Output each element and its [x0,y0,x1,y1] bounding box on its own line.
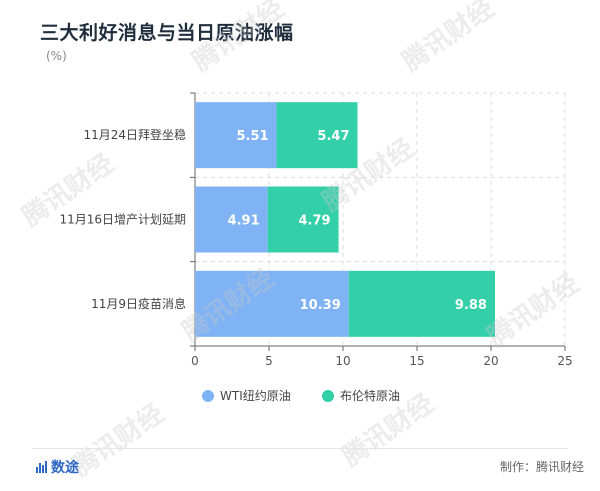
x-tick-label: 0 [191,354,199,368]
bar-segment [276,102,358,169]
x-tick-label: 10 [335,354,350,368]
legend-swatch [322,390,334,402]
y-category-label: 11月16日增产计划延期 [59,213,186,227]
bar-segment [267,186,339,253]
footer-logo: 数途 [36,457,79,477]
bar-segment [195,102,277,169]
footer-logo-text: 数途 [51,460,79,476]
bar-value-label: 10.39 [300,298,341,313]
unit-label: (%) [46,49,67,63]
bar-value-label: 9.88 [455,298,487,313]
legend-label: 布伦特原油 [340,388,400,403]
x-tick-label: 25 [557,354,572,368]
legend-label: WTI纽约原油 [220,388,291,403]
chart-title: 三大利好消息与当日原油涨幅 [40,22,294,44]
legend-swatch [202,390,214,402]
footer-divider [32,448,568,449]
bar-segment [195,270,349,337]
y-category-label: 11月24日拜登坐稳 [83,127,186,142]
bar-segment [348,270,495,337]
footer-credit: 制作：腾讯财经 [499,460,584,474]
y-category-label: 11月9日疫苗消息 [91,296,186,311]
bar-value-label: 5.51 [236,129,268,144]
bar-segment [195,186,268,253]
x-tick-label: 15 [409,354,424,368]
x-tick-label: 5 [265,354,273,368]
bar-value-label: 5.47 [317,129,349,144]
bar-chart: 0 5 10 15 20 25 11月24日拜登坐稳 5.51 5.47 11月16日增产计划延期… [59,92,573,403]
bar-value-label: 4.91 [228,214,260,229]
x-tick-label: 20 [483,354,498,368]
bar-value-label: 4.79 [298,214,330,229]
bar-chart-icon [36,461,47,473]
